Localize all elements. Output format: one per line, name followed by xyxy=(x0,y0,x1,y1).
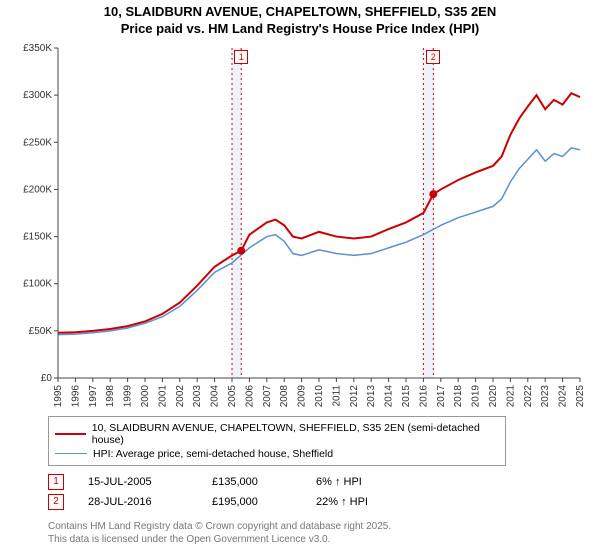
sales-table: 1 15-JUL-2005 £135,000 6% ↑ HPI 2 28-JUL-2016… xyxy=(48,472,590,512)
footnote-line1: Contains HM Land Registry data © Crown c… xyxy=(48,520,590,533)
x-tick-label: 2016 xyxy=(418,384,429,407)
x-tick-label: 2021 xyxy=(505,384,516,407)
legend-label: HPI: Average price, semi-detached house,… xyxy=(93,448,333,460)
x-tick-label: 2010 xyxy=(314,384,325,407)
footnote: Contains HM Land Registry data © Crown c… xyxy=(48,520,590,546)
sale-marker-dot xyxy=(429,190,437,198)
x-tick-label: 2022 xyxy=(523,384,534,407)
chart-title: 10, SLAIDBURN AVENUE, CHAPELTOWN, SHEFFI… xyxy=(0,0,600,40)
y-tick-label: £300K xyxy=(23,90,52,101)
legend: 10, SLAIDBURN AVENUE, CHAPELTOWN, SHEFFI… xyxy=(48,416,506,466)
x-tick-label: 2008 xyxy=(279,384,290,407)
x-tick-label: 2000 xyxy=(140,384,151,407)
x-tick-label: 1998 xyxy=(105,384,116,407)
sale-date: 28-JUL-2016 xyxy=(88,496,188,508)
sale-badge: 2 xyxy=(48,494,64,510)
chart-container: £0 £50K £100K £150K £200K £250K £300K £350K 1995… xyxy=(10,40,590,408)
x-tick-label: 1999 xyxy=(123,384,134,407)
x-tick-label: 2007 xyxy=(262,384,273,407)
series-hpi xyxy=(58,148,580,335)
x-tick-label: 2015 xyxy=(401,384,412,407)
x-tick-label: 2017 xyxy=(436,384,447,407)
series-price_paid xyxy=(58,93,580,332)
line-chart: £0 £50K £100K £150K £200K £250K £300K £350K 1995… xyxy=(10,40,590,408)
x-tick-label: 2002 xyxy=(175,384,186,407)
x-tick-label: 2024 xyxy=(558,384,569,407)
x-tick-label: 1996 xyxy=(70,384,81,407)
x-tick-label: 2006 xyxy=(244,384,255,407)
sale-note: 6% ↑ HPI xyxy=(316,476,362,488)
x-tick-label: 2025 xyxy=(575,384,586,407)
y-tick-label: £350K xyxy=(23,43,52,54)
title-line1: 10, SLAIDBURN AVENUE, CHAPELTOWN, SHEFFI… xyxy=(0,4,600,21)
x-tick-label: 1997 xyxy=(88,384,99,407)
sale-row: 1 15-JUL-2005 £135,000 6% ↑ HPI xyxy=(48,472,590,492)
x-tick-label: 2004 xyxy=(210,384,221,407)
y-tick-label: £100K xyxy=(23,278,52,289)
y-tick-label: £200K xyxy=(23,184,52,195)
sale-marker-label: 1 xyxy=(234,50,248,64)
x-tick-label: 2023 xyxy=(540,384,551,407)
sale-badge: 1 xyxy=(48,474,64,490)
x-tick-label: 2018 xyxy=(453,384,464,407)
legend-label: 10, SLAIDBURN AVENUE, CHAPELTOWN, SHEFFI… xyxy=(92,422,499,446)
y-tick-label: £250K xyxy=(23,137,52,148)
x-tick-label: 2005 xyxy=(227,384,238,407)
x-tick-label: 2014 xyxy=(384,384,395,407)
legend-swatch xyxy=(55,453,87,454)
x-tick-label: 2003 xyxy=(192,384,203,407)
y-tick-label: £0 xyxy=(41,373,53,384)
x-tick-label: 2020 xyxy=(488,384,499,407)
y-tick-label: £150K xyxy=(23,231,52,242)
footnote-line2: This data is licensed under the Open Gov… xyxy=(48,533,590,546)
x-tick-label: 2012 xyxy=(349,384,360,407)
sale-marker-dot xyxy=(237,246,245,254)
title-line2: Price paid vs. HM Land Registry's House … xyxy=(0,21,600,38)
sale-marker-label: 2 xyxy=(426,50,440,64)
legend-item: 10, SLAIDBURN AVENUE, CHAPELTOWN, SHEFFI… xyxy=(55,421,499,447)
sale-price: £195,000 xyxy=(212,496,292,508)
sale-row: 2 28-JUL-2016 £195,000 22% ↑ HPI xyxy=(48,492,590,512)
sale-note: 22% ↑ HPI xyxy=(316,496,368,508)
x-tick-label: 2001 xyxy=(157,384,168,407)
legend-swatch xyxy=(55,433,86,435)
x-tick-label: 2011 xyxy=(331,384,342,406)
x-tick-label: 1995 xyxy=(53,384,64,407)
sale-price: £135,000 xyxy=(212,476,292,488)
sale-date: 15-JUL-2005 xyxy=(88,476,188,488)
legend-item: HPI: Average price, semi-detached house,… xyxy=(55,447,499,461)
x-tick-label: 2009 xyxy=(297,384,308,407)
x-tick-label: 2013 xyxy=(366,384,377,407)
y-tick-label: £50K xyxy=(29,326,53,337)
x-tick-label: 2019 xyxy=(471,384,482,407)
